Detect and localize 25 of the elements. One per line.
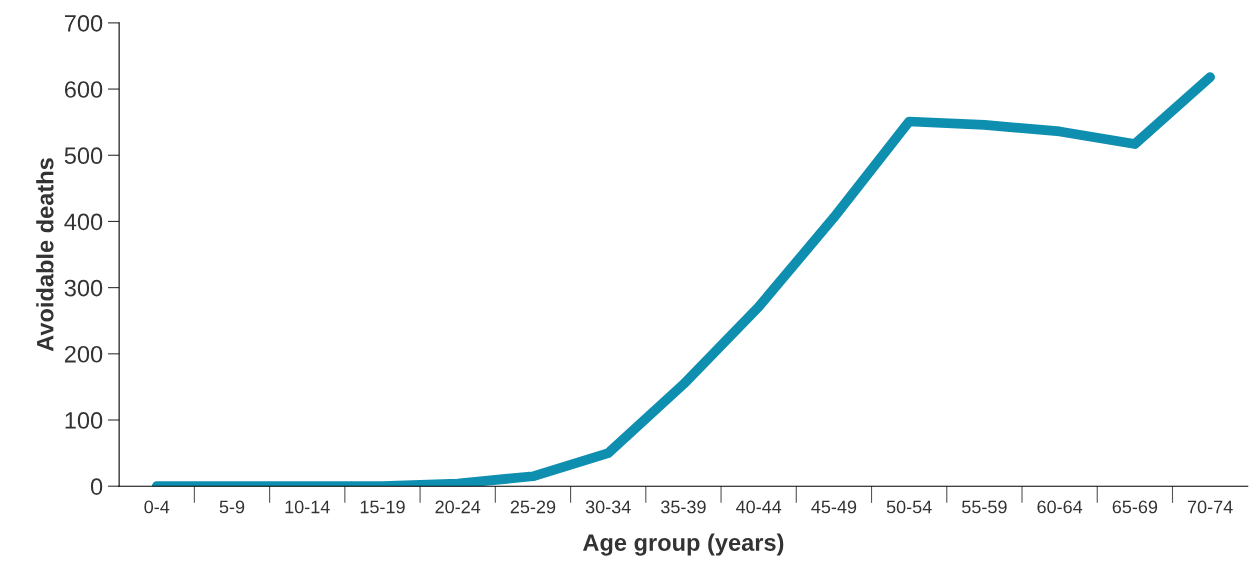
x-tick-label: 5-9 (219, 500, 245, 514)
y-tick-label: 600 (64, 81, 103, 98)
x-axis-title: Age group (years) (583, 533, 784, 556)
x-tick-label: 70-74 (1187, 500, 1233, 514)
x-tick-label: 30-34 (585, 500, 631, 514)
x-tick-label: 50-54 (886, 500, 932, 514)
y-tick-label: 100 (65, 412, 103, 429)
x-tick-label: 60-64 (1037, 500, 1083, 514)
x-tick-label: 40-44 (736, 500, 782, 514)
y-axis-title: Avoidable deaths (36, 158, 54, 352)
y-tick-label: 500 (64, 147, 103, 165)
x-tick-label: 65-69 (1112, 500, 1158, 514)
y-tick-label: 0 (90, 478, 103, 495)
x-tick-label: 20-24 (435, 500, 481, 514)
y-tick-label: 400 (64, 213, 103, 231)
y-tick-label: 300 (64, 279, 103, 297)
x-tick-label: 0-4 (144, 500, 170, 514)
x-tick-label: 45-49 (811, 500, 857, 514)
x-tick-label: 55-59 (962, 500, 1007, 514)
x-tick-label: 15-19 (360, 500, 405, 514)
y-tick-label: 200 (64, 345, 103, 363)
x-tick-label: 35-39 (661, 500, 706, 514)
x-tick-label: 10-14 (285, 500, 330, 514)
x-tick-label: 25-29 (510, 500, 556, 514)
y-tick-label: 700 (64, 14, 103, 32)
